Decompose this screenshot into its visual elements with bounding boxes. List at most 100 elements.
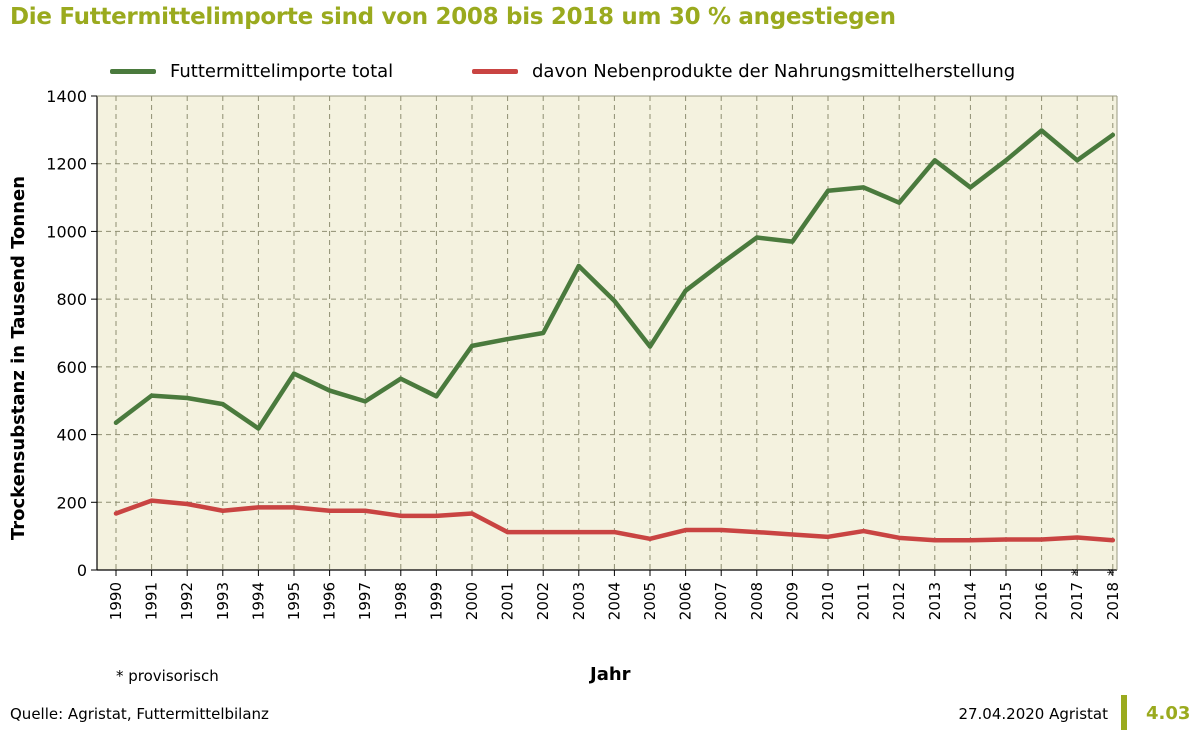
data-point-total <box>470 343 474 348</box>
x-tick-label: 2018 <box>1104 582 1122 620</box>
data-point-byproducts <box>256 505 261 510</box>
source-note: Quelle: Agristat, Futtermittelbilanz <box>10 705 269 723</box>
data-point-byproducts <box>826 534 830 539</box>
x-tick-label: 2003 <box>570 582 588 620</box>
data-point-byproducts <box>1039 537 1044 542</box>
data-point-byproducts <box>790 532 795 537</box>
x-tick-label: 2014 <box>961 582 979 620</box>
data-point-byproducts <box>754 530 759 535</box>
x-tick-label: 2007 <box>712 582 730 620</box>
data-point-total <box>434 394 439 399</box>
x-tick-label: 2009 <box>783 582 801 620</box>
x-tick-label: 2015 <box>997 582 1015 620</box>
y-tick-label: 800 <box>56 290 87 309</box>
x-tick-label: 2010 <box>819 582 837 620</box>
footnote: * provisorisch <box>116 667 219 685</box>
x-axis-label: Jahr <box>590 664 631 685</box>
data-point-byproducts <box>505 530 510 535</box>
y-tick-label: 400 <box>56 426 87 445</box>
x-tick-label: 2005 <box>641 582 659 620</box>
data-point-total <box>683 288 688 293</box>
x-tick-label: 2006 <box>677 582 695 620</box>
x-tick-label: 2012 <box>890 582 908 620</box>
data-point-total <box>185 396 190 401</box>
x-tick-label: 2011 <box>855 582 873 620</box>
data-point-total <box>292 371 296 376</box>
data-point-total <box>327 388 332 393</box>
y-tick-label: 1400 <box>46 87 87 106</box>
y-tick-label: 0 <box>77 561 87 580</box>
line-chart: 0 200 400 600 800 1000 1200 1400 1990 1991 1992 199… <box>8 87 1122 620</box>
data-point-byproducts <box>434 513 439 518</box>
y-tick-label: 600 <box>56 358 87 377</box>
data-point-total <box>576 263 581 268</box>
x-tick-label: 2004 <box>605 582 623 620</box>
data-point-byproducts <box>861 529 866 534</box>
x-tick-label: 1993 <box>214 582 232 620</box>
data-point-byproducts <box>541 530 546 535</box>
x-tick-label: 2002 <box>534 582 552 620</box>
data-point-byproducts <box>1110 538 1115 543</box>
x-tick-label: 1990 <box>107 582 125 620</box>
data-point-total <box>861 185 866 190</box>
data-point-total <box>149 393 154 398</box>
data-point-total <box>932 158 937 163</box>
data-point-total <box>541 331 546 335</box>
y-tick-label: 1000 <box>46 222 87 241</box>
legend-swatch-total <box>110 68 156 74</box>
x-tick-label: 2008 <box>748 582 766 620</box>
data-point-total <box>398 376 403 381</box>
page-badge-bar <box>1121 695 1127 730</box>
legend-item-byproducts: davon Nebenprodukte der Nahrungsmittelhe… <box>472 58 1015 84</box>
x-tick-label: 1996 <box>321 582 339 620</box>
x-tick-label: 1992 <box>178 582 196 620</box>
data-point-total <box>612 298 617 303</box>
y-tick-label: 1200 <box>46 155 87 174</box>
data-point-total <box>826 188 830 193</box>
data-point-byproducts <box>149 498 154 503</box>
x-tick-label: 2013 <box>926 582 944 620</box>
data-point-total <box>220 402 225 407</box>
data-point-byproducts <box>470 511 474 516</box>
data-point-total <box>505 337 510 342</box>
data-point-total <box>1110 132 1115 137</box>
data-point-byproducts <box>1075 535 1080 540</box>
data-point-total <box>363 399 368 404</box>
data-point-byproducts <box>932 538 937 543</box>
data-point-byproducts <box>612 530 617 535</box>
x-tick-label: 1994 <box>249 582 267 620</box>
legend-swatch-byproducts <box>472 68 518 74</box>
chart-title: Die Futtermittelimporte sind von 2008 bi… <box>10 4 896 30</box>
legend-item-total: Futtermittelimporte total <box>110 58 393 84</box>
data-point-byproducts <box>185 501 190 506</box>
data-point-byproducts <box>327 508 332 513</box>
data-point-byproducts <box>719 528 724 533</box>
data-point-byproducts <box>398 513 403 518</box>
x-tick-label: 2017 <box>1068 582 1086 620</box>
data-point-byproducts <box>292 505 296 510</box>
x-tick-mark: * <box>1104 568 1122 576</box>
legend-label-total: Futtermittelimporte total <box>170 60 394 82</box>
y-tick-label: 200 <box>56 493 87 512</box>
x-tick-label: 1991 <box>143 582 161 620</box>
x-tick-label: 2001 <box>499 582 517 620</box>
y-axis-label: Trockensubstanz in Tausend Tonnen <box>8 176 29 540</box>
x-tick-label: 1997 <box>356 582 374 620</box>
data-point-byproducts <box>576 530 581 535</box>
data-point-total <box>256 426 261 431</box>
data-point-total <box>790 239 795 244</box>
data-point-byproducts <box>114 511 118 516</box>
page-number: 4.03 <box>1146 703 1191 724</box>
data-point-total <box>1004 158 1008 163</box>
data-point-byproducts <box>363 508 368 513</box>
data-point-byproducts <box>220 508 225 513</box>
date-note: 27.04.2020 Agristat <box>958 705 1108 723</box>
data-point-total <box>1039 128 1044 133</box>
data-point-total <box>1075 158 1080 163</box>
x-tick-label: 1998 <box>392 582 410 620</box>
data-point-total <box>754 235 759 240</box>
x-tick-label: 1995 <box>285 582 303 620</box>
data-point-byproducts <box>968 538 973 543</box>
x-tick-label: 2000 <box>463 582 481 620</box>
data-point-total <box>968 185 973 190</box>
